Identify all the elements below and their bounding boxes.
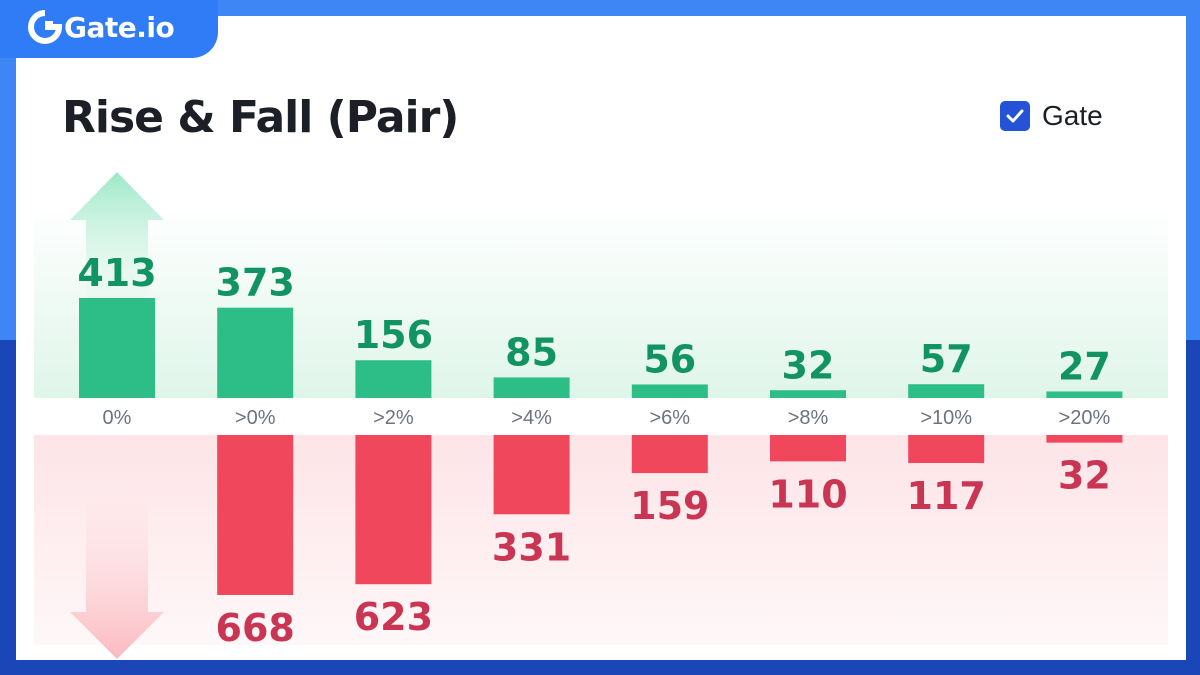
rise-value-label: 413 <box>77 251 156 295</box>
x-tick-label: >6% <box>650 407 691 429</box>
fall-bar <box>1046 435 1123 443</box>
brand-logo-text: Gate.io <box>64 10 175 44</box>
rise-bar <box>79 298 155 398</box>
brand-logo[interactable]: Gate.io <box>28 10 175 44</box>
x-tick-label: 0% <box>103 407 132 429</box>
fall-value-label: 668 <box>216 606 295 650</box>
fall-value-label: 623 <box>354 595 433 639</box>
rise-value-label: 27 <box>1058 344 1111 388</box>
checkbox-icon[interactable] <box>1000 101 1030 131</box>
fall-bar <box>493 435 570 515</box>
rise-bar <box>631 384 708 398</box>
x-tick-label: >0% <box>235 407 276 429</box>
fall-bar <box>908 435 985 464</box>
rise-value-label: 57 <box>920 337 973 381</box>
rise-value-label: 32 <box>782 343 835 387</box>
rise-value-label: 156 <box>354 313 433 357</box>
rise-bar <box>493 377 570 398</box>
x-tick-label: >20% <box>1059 407 1111 429</box>
chart-title: Rise & Fall (Pair) <box>62 92 459 143</box>
rise-value-label: 56 <box>643 337 696 381</box>
fall-bar <box>217 435 294 595</box>
fall-bar <box>770 435 846 462</box>
rise-bar <box>770 390 846 398</box>
rise-value-label: 85 <box>505 330 558 374</box>
fall-value-label: 331 <box>492 525 571 569</box>
checkmark-icon <box>1006 109 1024 123</box>
x-tick-label: >4% <box>511 407 552 429</box>
rise-bar <box>908 384 985 398</box>
fall-value-label: 159 <box>630 484 709 528</box>
legend-gate[interactable]: Gate <box>1000 100 1103 132</box>
rise-arrow-icon <box>70 172 164 300</box>
rise-bar <box>217 307 294 398</box>
rise-bar <box>1046 391 1123 398</box>
x-tick-label: >2% <box>373 407 414 429</box>
fall-arrow-icon <box>70 500 164 659</box>
fall-bar <box>631 435 708 474</box>
x-tick-label: >8% <box>788 407 829 429</box>
rise-bar <box>355 360 432 398</box>
logo-tab: Gate.io <box>0 0 218 58</box>
x-tick-label: >10% <box>920 407 972 429</box>
fall-value-label: 117 <box>907 474 986 518</box>
fall-bar <box>355 435 432 585</box>
rise-value-label: 373 <box>216 261 295 305</box>
gate-logo-icon <box>28 10 62 44</box>
fall-value-label: 32 <box>1058 454 1111 498</box>
legend-label: Gate <box>1042 100 1103 131</box>
fall-value-label: 110 <box>768 472 847 516</box>
